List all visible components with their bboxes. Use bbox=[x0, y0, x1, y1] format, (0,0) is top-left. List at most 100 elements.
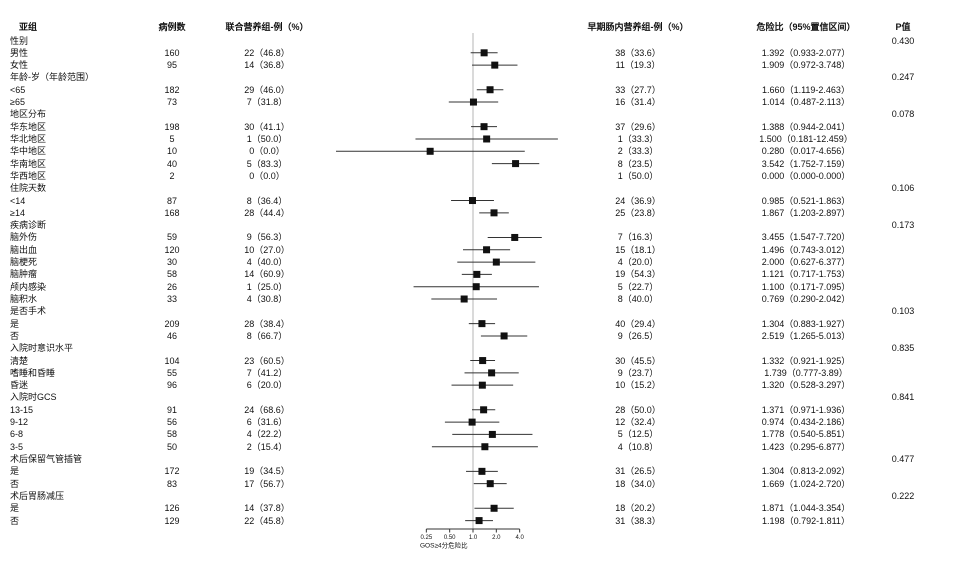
enteral-group-value: 19（54.3） bbox=[615, 269, 661, 280]
hazard-ratio-value: 1.304（0.813-2.092） bbox=[761, 466, 851, 477]
cases-count: 129 bbox=[164, 515, 180, 526]
subgroup-label: 住院天数 bbox=[10, 183, 47, 194]
subgroup-label: 昏迷 bbox=[10, 380, 29, 391]
enteral-group-value: 38（33.6） bbox=[615, 47, 661, 58]
hazard-ratio-value: 1.320（0.528-3.297） bbox=[761, 380, 851, 391]
enteral-group-value: 30（45.5） bbox=[615, 355, 661, 366]
col-header-early-enteral-nutrition-group: 早期肠内营养组-例（%） bbox=[587, 22, 689, 32]
combined-group-value: 8（66.7） bbox=[246, 330, 288, 341]
cases-count: 83 bbox=[166, 478, 177, 489]
hazard-ratio-value: 0.769（0.290-2.042） bbox=[761, 294, 851, 304]
p-value: 0.173 bbox=[891, 220, 915, 231]
subgroup-item-row: 是 126 14（37.8） 18（20.2） 1.871（1.044-3.354） bbox=[0, 502, 955, 514]
combined-group-value: 2（15.4） bbox=[246, 441, 288, 452]
subgroup-category-row: 入院时GCS 0.841 bbox=[0, 391, 955, 403]
subgroup-label: 是 bbox=[10, 466, 20, 477]
hazard-ratio-value: 1.371（0.971-1.936） bbox=[761, 404, 851, 415]
subgroup-label: 否 bbox=[10, 515, 20, 526]
hazard-ratio-value: 0.280（0.017-4.656） bbox=[761, 146, 851, 157]
x-axis-label: GOS≥4分危险比 bbox=[420, 541, 468, 550]
cases-count: 58 bbox=[166, 429, 177, 440]
enteral-group-value: 31（38.3） bbox=[615, 515, 661, 526]
subgroup-label: 地区分布 bbox=[10, 109, 47, 120]
enteral-group-value: 9（26.5） bbox=[617, 330, 659, 341]
subgroup-item-row: 华东地区 198 30（41.1） 37（29.6） 1.388（0.944-2.041… bbox=[0, 121, 955, 133]
subgroup-label: 是 bbox=[10, 503, 20, 514]
combined-group-value: 10（27.0） bbox=[244, 244, 290, 255]
subgroup-item-row: 清楚 104 23（60.5） 30（45.5） 1.332（0.921-1.925） bbox=[0, 355, 955, 367]
enteral-group-value: 24（36.9） bbox=[615, 195, 661, 206]
cases-count: 168 bbox=[164, 207, 180, 218]
enteral-group-value: 33（27.7） bbox=[615, 84, 661, 95]
subgroup-category-row: 住院天数 0.106 bbox=[0, 182, 955, 194]
enteral-group-value: 25（23.8） bbox=[615, 207, 661, 218]
enteral-group-value: 5（22.7） bbox=[617, 281, 659, 292]
subgroup-item-row: 否 83 17（56.7） 18（34.0） 1.669（1.024-2.720） bbox=[0, 478, 955, 490]
combined-group-value: 30（41.1） bbox=[244, 121, 290, 132]
col-header-cases: 病例数 bbox=[158, 22, 186, 32]
subgroup-label: 脑出血 bbox=[10, 244, 38, 255]
subgroup-item-row: 脑积水 33 4（30.8） 8（40.0） 0.769（0.290-2.042） bbox=[0, 293, 955, 305]
combined-group-value: 4（22.2） bbox=[246, 429, 288, 440]
subgroup-item-row: 昏迷 96 6（20.0） 10（15.2） 1.320（0.528-3.297） bbox=[0, 379, 955, 391]
subgroup-item-row: 嗜睡和昏睡 55 7（41.2） 9（23.7） 1.739（0.777-3.89） bbox=[0, 367, 955, 379]
subgroup-label: 性别 bbox=[10, 35, 29, 46]
enteral-group-value: 18（20.2） bbox=[615, 503, 661, 514]
enteral-group-value: 8（23.5） bbox=[617, 158, 659, 169]
cases-count: 172 bbox=[164, 466, 180, 477]
combined-group-value: 23（60.5） bbox=[244, 355, 290, 366]
cases-count: 46 bbox=[166, 330, 177, 341]
enteral-group-value: 40（29.4） bbox=[615, 318, 661, 329]
subgroup-category-row: 地区分布 0.078 bbox=[0, 108, 955, 120]
subgroup-item-row: ≥65 73 7（31.8） 16（31.4） 1.014（0.487-2.113） bbox=[0, 96, 955, 108]
hazard-ratio-value: 1.392（0.933-2.077） bbox=[761, 47, 851, 58]
cases-count: 120 bbox=[164, 244, 180, 255]
subgroup-label: 男性 bbox=[10, 47, 29, 58]
enteral-group-value: 12（32.4） bbox=[615, 417, 661, 428]
cases-count: 87 bbox=[166, 195, 177, 206]
combined-group-value: 4（30.8） bbox=[246, 294, 288, 304]
combined-group-value: 8（36.4） bbox=[246, 195, 288, 206]
enteral-group-value: 37（29.6） bbox=[615, 121, 661, 132]
enteral-group-value: 7（16.3） bbox=[617, 232, 659, 243]
x-axis-tick-label: 0.25 bbox=[420, 535, 432, 541]
cases-count: 91 bbox=[166, 404, 177, 415]
combined-group-value: 0（0.0） bbox=[249, 170, 285, 181]
subgroup-label: 清楚 bbox=[10, 355, 29, 366]
p-value: 0.078 bbox=[891, 109, 915, 120]
subgroup-label: 华西地区 bbox=[10, 170, 47, 181]
combined-group-value: 24（68.6） bbox=[244, 404, 290, 415]
cases-count: 126 bbox=[164, 503, 180, 514]
combined-group-value: 6（20.0） bbox=[246, 380, 288, 391]
subgroup-item-row: 脑外伤 59 9（56.3） 7（16.3） 3.455（1.547-7.720） bbox=[0, 231, 955, 243]
combined-group-value: 7（41.2） bbox=[246, 367, 288, 378]
subgroup-label: 华东地区 bbox=[10, 121, 47, 132]
p-value: 0.477 bbox=[891, 454, 915, 465]
cases-count: 50 bbox=[166, 441, 177, 452]
hazard-ratio-value: 2.000（0.627-6.377） bbox=[761, 257, 851, 268]
subgroup-category-row: 年龄-岁（年龄范围） 0.247 bbox=[0, 71, 955, 83]
subgroup-label: 脑外伤 bbox=[10, 232, 38, 243]
enteral-group-value: 11（19.3） bbox=[615, 60, 661, 71]
subgroup-item-row: 9-12 56 6（31.6） 12（32.4） 0.974（0.434-2.186） bbox=[0, 416, 955, 428]
enteral-group-value: 10（15.2） bbox=[615, 380, 661, 391]
subgroup-label: 6-8 bbox=[10, 429, 24, 440]
x-axis-tick-label: 0.50 bbox=[444, 535, 456, 541]
subgroup-item-row: 女性 95 14（36.8） 11（19.3） 1.909（0.972-3.748） bbox=[0, 59, 955, 71]
enteral-group-value: 31（26.5） bbox=[615, 466, 661, 477]
hazard-ratio-value: 3.455（1.547-7.720） bbox=[761, 232, 851, 243]
subgroup-label: 脑梗死 bbox=[10, 257, 38, 268]
combined-group-value: 14（36.8） bbox=[244, 60, 290, 71]
subgroup-item-row: 颅内感染 26 1（25.0） 5（22.7） 1.100（0.171-7.095） bbox=[0, 281, 955, 293]
subgroup-category-row: 术后保留气管插管 0.477 bbox=[0, 453, 955, 465]
hazard-ratio-value: 1.867（1.203-2.897） bbox=[761, 207, 851, 218]
cases-count: 33 bbox=[166, 294, 177, 304]
p-value: 0.106 bbox=[891, 183, 915, 194]
table-header-row: 亚组 病例数 联合营养组-例（%） 早期肠内营养组-例（%） 危险比（95%置信… bbox=[0, 21, 955, 34]
cases-count: 182 bbox=[164, 84, 180, 95]
combined-group-value: 14（37.8） bbox=[244, 503, 290, 514]
cases-count: 160 bbox=[164, 47, 180, 58]
cases-count: 40 bbox=[166, 158, 177, 169]
subgroup-label: 女性 bbox=[10, 60, 29, 71]
